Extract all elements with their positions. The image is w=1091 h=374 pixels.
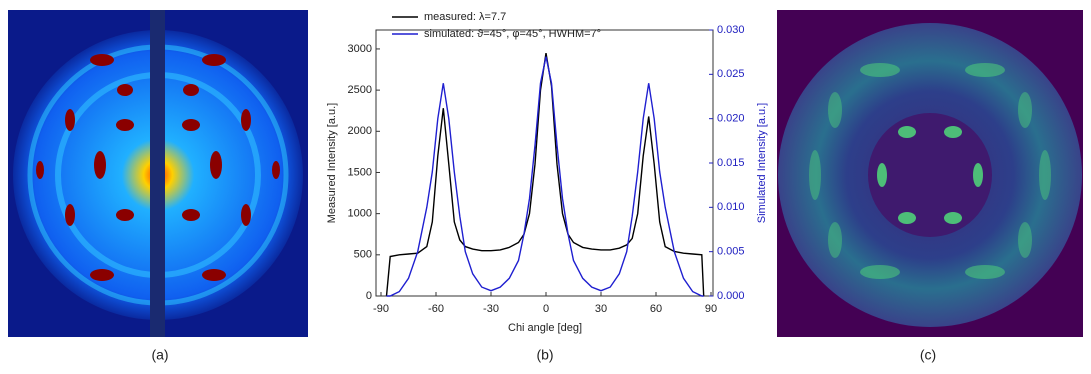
y-tick-label: 3000 [348,43,372,55]
y-axis-label: Measured Intensity [a.u.] [326,103,338,223]
y2-tick-label: 0.030 [717,24,745,36]
y-tick-label: 1000 [348,208,372,220]
x-tick-label: -60 [428,303,444,315]
y-tick-label: 2000 [348,125,372,137]
series-line [385,52,705,297]
caption: (a) [151,347,168,363]
y2-tick-label: 0.000 [717,290,745,302]
caption: (b) [536,347,553,363]
y2-tick-label: 0.010 [717,201,745,213]
y-tick-label: 2500 [348,84,372,96]
x-tick-label: -90 [373,303,389,315]
y-tick-label: 0 [366,290,372,302]
y2-tick-label: 0.005 [717,246,745,258]
y-tick-label: 1500 [348,166,372,178]
y2-tick-label: 0.020 [717,113,745,125]
legend-label: measured: λ=7.7 [424,11,506,23]
plot-frame [375,29,714,297]
series-line [386,56,704,297]
x-tick-label: 30 [595,303,607,315]
y2-tick-label: 0.015 [717,157,745,169]
y2-axis-label: Simulated Intensity [a.u.] [756,103,768,223]
y2-tick-label: 0.025 [717,68,745,80]
x-axis-label: Chi angle [deg] [508,322,582,334]
panel-a-image [8,10,308,337]
x-tick-label: 0 [543,303,549,315]
caption: (c) [920,347,936,363]
x-tick-label: 90 [705,303,717,315]
legend-label: simulated: ϑ=45°, φ=45°, HWHM=7° [424,28,601,40]
y-tick-label: 500 [354,249,372,261]
x-tick-label: 60 [650,303,662,315]
panel-c-image [777,10,1083,337]
x-tick-label: -30 [483,303,499,315]
